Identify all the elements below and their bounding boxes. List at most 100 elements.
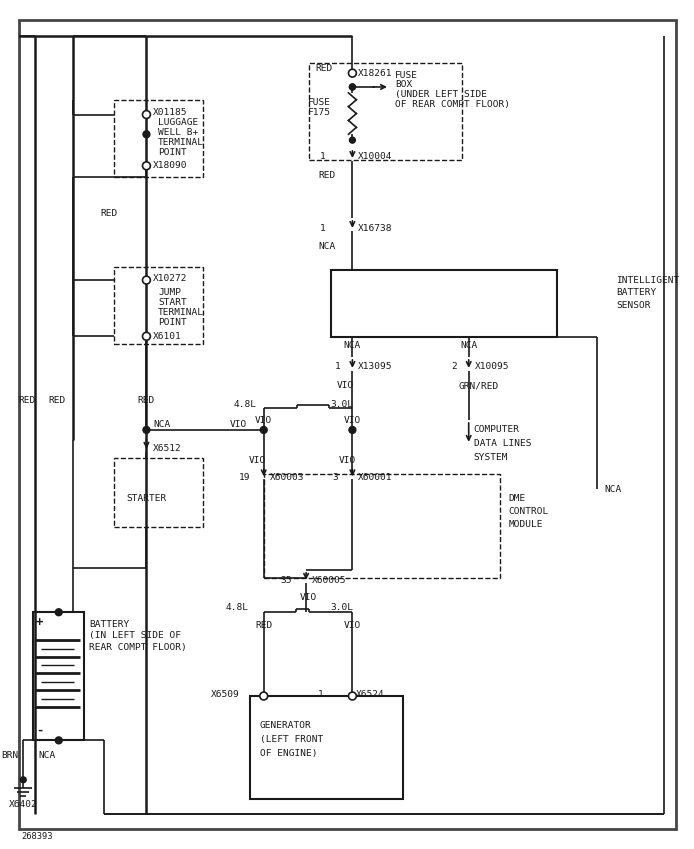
Text: X6524: X6524 [356, 689, 385, 699]
Text: X6402: X6402 [9, 800, 37, 809]
Text: NCA: NCA [319, 242, 336, 251]
Text: 4.8L: 4.8L [226, 603, 249, 612]
Text: INTELLIGENT: INTELLIGENT [616, 276, 680, 284]
Circle shape [350, 84, 355, 90]
Bar [33, 612, 85, 740]
Bar [114, 267, 203, 344]
Text: 19: 19 [239, 473, 250, 481]
Circle shape [349, 426, 356, 433]
Text: RED: RED [138, 396, 155, 405]
Text: X01185: X01185 [153, 108, 188, 117]
Text: 2: 2 [451, 363, 457, 371]
Text: WELL B+: WELL B+ [158, 128, 198, 137]
Circle shape [348, 70, 356, 77]
Circle shape [142, 162, 151, 170]
Circle shape [142, 276, 151, 284]
Text: NCA: NCA [38, 751, 56, 760]
Text: X10004: X10004 [358, 153, 393, 161]
Text: RED: RED [319, 171, 336, 180]
Text: RED: RED [101, 209, 117, 217]
Text: NCA: NCA [344, 340, 361, 350]
Text: VIO: VIO [255, 415, 272, 424]
Bar [264, 475, 500, 578]
Text: 1: 1 [320, 153, 325, 161]
Text: X6512: X6512 [153, 444, 182, 453]
Text: JUMP: JUMP [158, 289, 181, 297]
Circle shape [20, 777, 26, 783]
Text: BATTERY: BATTERY [90, 620, 130, 628]
Text: STARTER: STARTER [126, 494, 167, 503]
Text: X60005: X60005 [312, 576, 346, 585]
Text: X6509: X6509 [211, 689, 240, 699]
Text: GENERATOR: GENERATOR [260, 721, 312, 730]
Text: X10272: X10272 [153, 273, 188, 283]
Text: START: START [158, 298, 187, 307]
Text: X10095: X10095 [475, 363, 509, 371]
Text: POINT: POINT [158, 148, 187, 156]
Text: X13095: X13095 [358, 363, 393, 371]
Text: VIO: VIO [230, 419, 247, 429]
Text: DME: DME [508, 494, 525, 503]
Text: SYSTEM: SYSTEM [473, 453, 508, 462]
Circle shape [350, 84, 355, 90]
Circle shape [142, 110, 151, 119]
Circle shape [142, 332, 151, 340]
Text: -: - [36, 724, 44, 737]
Text: SENSOR: SENSOR [616, 301, 651, 310]
Circle shape [260, 692, 268, 700]
Text: 4.8L: 4.8L [234, 400, 257, 409]
Text: TERMINAL: TERMINAL [158, 308, 204, 318]
Text: NCA: NCA [153, 419, 171, 429]
Circle shape [143, 131, 150, 138]
Text: BATTERY: BATTERY [616, 289, 657, 297]
Text: POINT: POINT [158, 318, 187, 327]
Bar [114, 458, 203, 526]
Text: 1: 1 [335, 363, 341, 371]
Text: 268393: 268393 [22, 833, 53, 841]
Text: FUSE: FUSE [307, 98, 331, 107]
Circle shape [143, 426, 150, 433]
Text: OF ENGINE): OF ENGINE) [260, 749, 317, 757]
Text: BOX: BOX [395, 81, 412, 89]
Text: NCA: NCA [604, 485, 622, 493]
Text: X60001: X60001 [358, 473, 393, 481]
Text: 35: 35 [281, 576, 292, 585]
Bar [250, 696, 403, 800]
Bar [309, 64, 462, 160]
Text: VIO: VIO [344, 415, 361, 424]
Text: 1: 1 [320, 224, 325, 233]
Text: REAR COMPT FLOOR): REAR COMPT FLOOR) [90, 644, 187, 652]
Text: CONTROL: CONTROL [508, 507, 548, 516]
Bar [114, 100, 203, 177]
Text: X18261: X18261 [358, 69, 393, 77]
Text: VIO: VIO [337, 381, 354, 390]
Text: GRN/RED: GRN/RED [459, 381, 499, 390]
Text: (LEFT FRONT: (LEFT FRONT [260, 735, 323, 744]
Text: 1: 1 [318, 689, 324, 699]
Text: X16738: X16738 [358, 224, 393, 233]
Text: RED: RED [19, 396, 36, 405]
Text: OF REAR COMPT FLOOR): OF REAR COMPT FLOOR) [395, 100, 510, 110]
Circle shape [348, 692, 356, 700]
Text: 3.0L: 3.0L [331, 400, 354, 409]
Text: MODULE: MODULE [508, 520, 543, 529]
Text: NCA: NCA [460, 340, 477, 350]
Text: 3.0L: 3.0L [331, 603, 354, 612]
Text: VIO: VIO [339, 456, 356, 465]
Text: FUSE: FUSE [395, 70, 418, 80]
Bar [331, 270, 557, 337]
Text: DATA LINES: DATA LINES [473, 439, 531, 448]
Text: VIO: VIO [344, 621, 361, 630]
Text: X60003: X60003 [270, 473, 304, 481]
Text: 3: 3 [333, 473, 339, 481]
Circle shape [56, 737, 62, 744]
Text: X18090: X18090 [153, 161, 188, 171]
Text: RED: RED [48, 396, 65, 405]
Text: BRN: BRN [1, 751, 18, 760]
Text: TERMINAL: TERMINAL [158, 138, 204, 147]
Circle shape [260, 426, 267, 433]
Text: VIO: VIO [249, 456, 266, 465]
Text: +: + [36, 616, 44, 628]
Text: VIO: VIO [299, 593, 316, 602]
Text: RED: RED [255, 621, 272, 630]
